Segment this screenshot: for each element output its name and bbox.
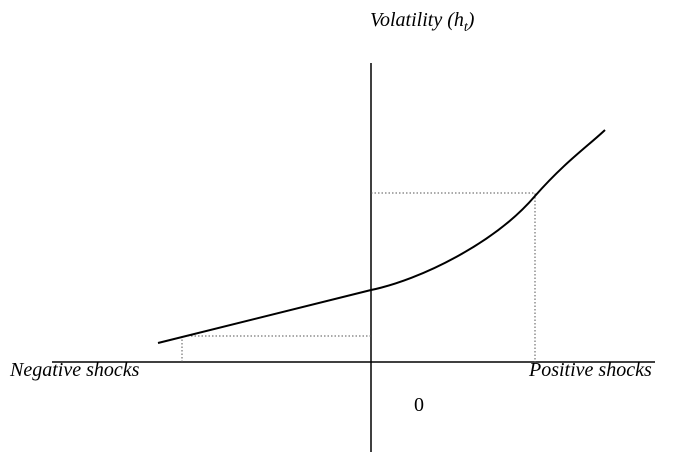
positive-guide xyxy=(371,192,536,362)
label-main: Volatility (h xyxy=(370,9,464,31)
negative-guide xyxy=(181,335,371,362)
positive-label: Positive shocks xyxy=(528,359,652,381)
vertical-axis-label: Volatility (ht) xyxy=(370,9,475,35)
label-subscript: t xyxy=(464,20,469,35)
negative-label: Negative shocks xyxy=(9,359,140,381)
volatility-curve xyxy=(157,129,606,344)
label-closing: ) xyxy=(467,9,475,31)
origin-label: 0 xyxy=(414,394,424,416)
